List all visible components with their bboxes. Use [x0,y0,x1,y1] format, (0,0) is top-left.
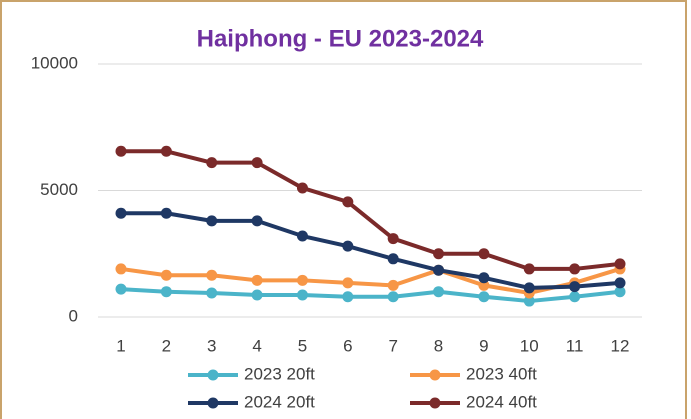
x-tick-label: 2 [162,336,171,355]
data-point [387,233,399,245]
data-point [523,282,535,294]
data-point [387,291,399,303]
x-tick-label: 5 [298,336,307,355]
data-point [251,157,263,169]
data-point [206,287,218,299]
x-tick-label: 3 [207,336,216,355]
data-point [296,274,308,286]
data-point [160,145,172,157]
data-point [478,248,490,260]
x-tick-label: 11 [566,336,584,355]
data-point [387,253,399,265]
data-point [342,277,354,289]
data-point [614,277,626,289]
y-tick-label: 0 [69,306,78,325]
series-line [120,266,621,295]
data-point [251,274,263,286]
legend-label: 2024 20ft [244,392,315,411]
data-point [478,279,490,291]
data-point [569,281,581,293]
legend-label: 2024 40ft [466,392,537,411]
data-point [296,230,308,242]
data-point [251,289,263,301]
data-point [342,196,354,208]
data-point [342,291,354,303]
series-line [121,149,621,271]
data-point [387,279,399,291]
legend-marker [207,397,219,409]
legend-marker [429,369,441,381]
data-point [160,286,172,298]
data-point [160,269,172,281]
x-tick-label: 10 [520,336,539,355]
x-tick-label: 1 [116,336,125,355]
data-point [206,157,218,169]
data-point [614,286,626,298]
data-point [433,286,445,298]
data-point [115,145,127,157]
y-tick-label: 10000 [31,53,78,72]
x-tick-label: 4 [252,336,261,355]
series-line [120,287,621,304]
data-point [296,182,308,194]
data-point [523,263,535,275]
data-point [433,248,445,260]
series-line [121,211,621,290]
x-tick-label: 6 [343,336,352,355]
legend-marker [429,397,441,409]
data-point [115,263,127,275]
x-tick-label: 8 [434,336,443,355]
legend-marker [207,369,219,381]
x-tick-label: 7 [388,336,397,355]
x-tick-label: 9 [479,336,488,355]
data-point [478,291,490,303]
data-point [614,258,626,270]
data-point [296,289,308,301]
legend-label: 2023 20ft [244,364,315,383]
data-point [160,207,172,219]
data-point [206,269,218,281]
chart-title: Haiphong - EU 2023-2024 [197,25,484,52]
data-point [478,272,490,284]
legend-label: 2023 40ft [466,364,537,383]
data-point [342,240,354,252]
data-point [206,215,218,227]
data-point [251,215,263,227]
data-point [115,283,127,295]
x-tick-label: 12 [611,336,630,355]
data-point [433,264,445,276]
y-tick-label: 5000 [40,180,78,199]
data-point [569,263,581,275]
data-point [523,295,535,307]
data-point [115,207,127,219]
data-point [569,291,581,303]
